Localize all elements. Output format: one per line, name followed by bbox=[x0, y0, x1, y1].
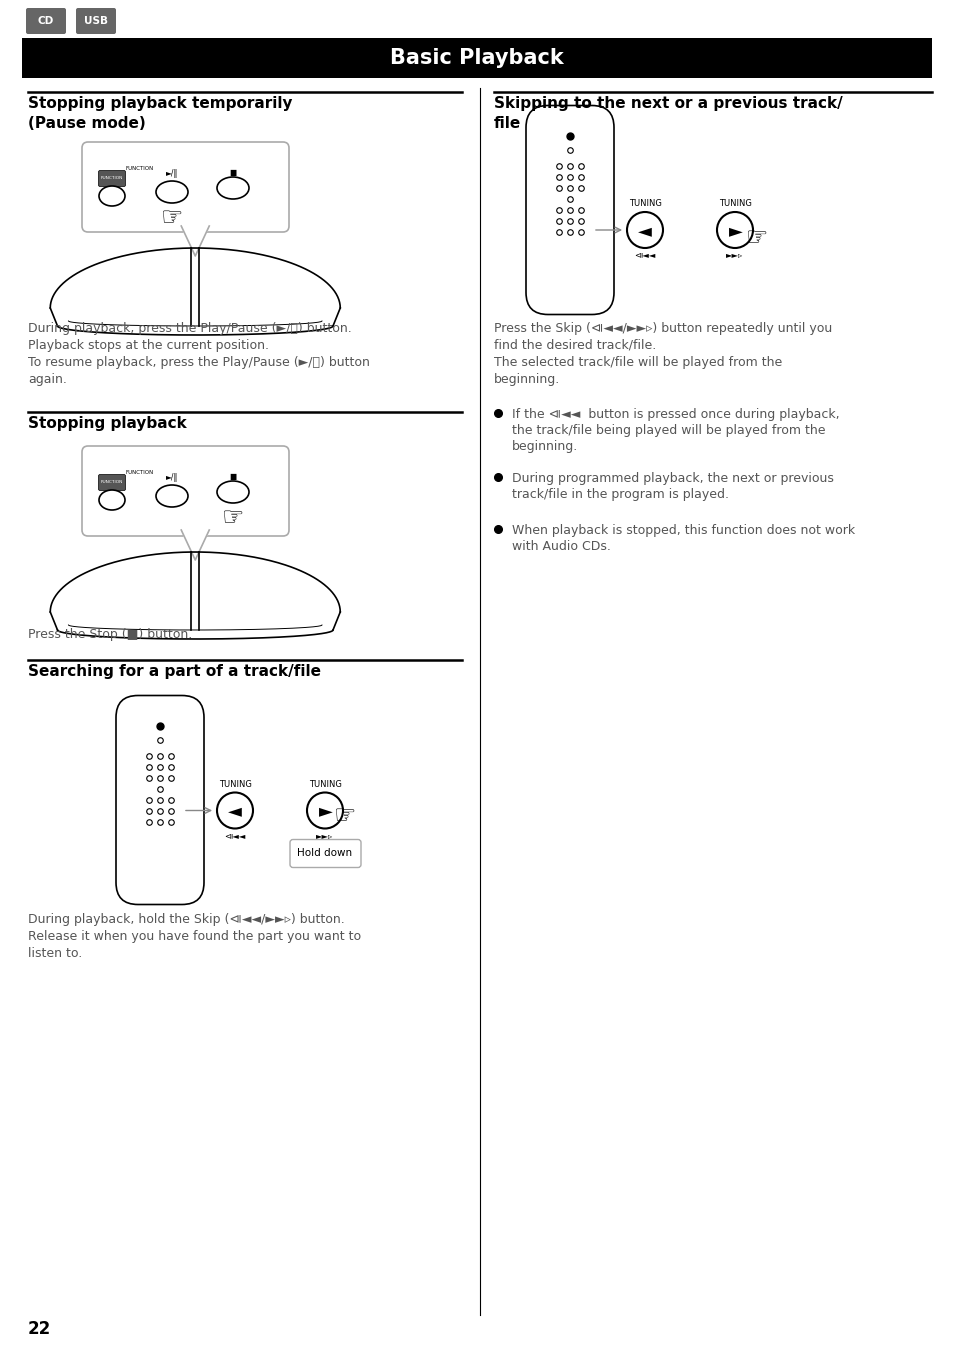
Text: find the desired track/file.: find the desired track/file. bbox=[494, 339, 656, 353]
Text: TUNING: TUNING bbox=[628, 199, 660, 209]
Text: ►/‖: ►/‖ bbox=[166, 473, 178, 483]
FancyBboxPatch shape bbox=[116, 696, 204, 904]
Text: ☞: ☞ bbox=[745, 226, 767, 250]
FancyBboxPatch shape bbox=[82, 446, 289, 536]
Text: ►/‖: ►/‖ bbox=[166, 170, 178, 179]
Text: ◄: ◄ bbox=[228, 803, 242, 820]
Text: To resume playback, press the Play/Pause (►/⏸) button: To resume playback, press the Play/Pause… bbox=[28, 357, 370, 369]
Text: USB: USB bbox=[84, 16, 108, 26]
Text: ☞: ☞ bbox=[161, 206, 183, 231]
Text: FUNCTION: FUNCTION bbox=[126, 469, 154, 475]
Circle shape bbox=[717, 212, 752, 248]
Ellipse shape bbox=[99, 490, 125, 510]
Text: If the ⧏◄◄  button is pressed once during playback,: If the ⧏◄◄ button is pressed once during… bbox=[512, 408, 839, 420]
Circle shape bbox=[626, 212, 662, 248]
Text: TUNING: TUNING bbox=[308, 780, 341, 789]
Text: Searching for a part of a track/file: Searching for a part of a track/file bbox=[28, 664, 320, 679]
Text: with Audio CDs.: with Audio CDs. bbox=[512, 540, 610, 553]
Text: ☞: ☞ bbox=[334, 804, 355, 829]
Text: beginning.: beginning. bbox=[512, 439, 578, 453]
Text: ►►▹: ►►▹ bbox=[316, 831, 334, 839]
Text: When playback is stopped, this function does not work: When playback is stopped, this function … bbox=[512, 523, 854, 537]
Ellipse shape bbox=[216, 178, 249, 199]
Text: FUNCTION: FUNCTION bbox=[126, 165, 154, 171]
Text: ⧏◄◄: ⧏◄◄ bbox=[634, 251, 655, 259]
Text: ■: ■ bbox=[229, 472, 236, 480]
Text: track/file in the program is played.: track/file in the program is played. bbox=[512, 488, 728, 500]
Text: CD: CD bbox=[38, 16, 54, 26]
Text: During programmed playback, the next or previous: During programmed playback, the next or … bbox=[512, 472, 833, 485]
Ellipse shape bbox=[216, 481, 249, 503]
Text: ☞: ☞ bbox=[222, 506, 244, 530]
FancyBboxPatch shape bbox=[82, 142, 289, 232]
Ellipse shape bbox=[156, 180, 188, 203]
Text: 22: 22 bbox=[28, 1319, 51, 1338]
Text: ►: ► bbox=[318, 803, 333, 820]
Circle shape bbox=[307, 792, 343, 829]
Text: ►: ► bbox=[728, 222, 742, 240]
Ellipse shape bbox=[156, 485, 188, 507]
Text: listen to.: listen to. bbox=[28, 946, 82, 960]
FancyBboxPatch shape bbox=[26, 8, 66, 34]
Text: During playback, press the Play/Pause (►/⏸) button.: During playback, press the Play/Pause (►… bbox=[28, 321, 352, 335]
Text: FUNCTION: FUNCTION bbox=[101, 480, 123, 484]
Polygon shape bbox=[181, 226, 209, 256]
FancyBboxPatch shape bbox=[98, 171, 126, 187]
Circle shape bbox=[216, 792, 253, 829]
Ellipse shape bbox=[99, 186, 125, 206]
Text: Stopping playback: Stopping playback bbox=[28, 416, 187, 431]
Text: TUNING: TUNING bbox=[718, 199, 751, 209]
Text: Stopping playback temporarily
(Pause mode): Stopping playback temporarily (Pause mod… bbox=[28, 96, 293, 130]
Text: ◄: ◄ bbox=[638, 222, 651, 240]
FancyBboxPatch shape bbox=[290, 839, 360, 868]
Text: ■: ■ bbox=[229, 168, 236, 176]
Text: FUNCTION: FUNCTION bbox=[101, 176, 123, 180]
FancyBboxPatch shape bbox=[525, 106, 614, 315]
Text: ►►▹: ►►▹ bbox=[725, 251, 742, 259]
Text: Press the Skip (⧏◄◄/►►▹) button repeatedly until you: Press the Skip (⧏◄◄/►►▹) button repeated… bbox=[494, 321, 831, 335]
FancyBboxPatch shape bbox=[76, 8, 116, 34]
Polygon shape bbox=[181, 530, 209, 560]
Text: During playback, hold the Skip (⧏◄◄/►►▹) button.: During playback, hold the Skip (⧏◄◄/►►▹)… bbox=[28, 913, 344, 926]
Text: beginning.: beginning. bbox=[494, 373, 559, 386]
Text: the track/file being played will be played from the: the track/file being played will be play… bbox=[512, 424, 824, 437]
FancyBboxPatch shape bbox=[98, 475, 126, 491]
Text: Hold down: Hold down bbox=[297, 849, 353, 858]
Text: Playback stops at the current position.: Playback stops at the current position. bbox=[28, 339, 269, 353]
Text: Release it when you have found the part you want to: Release it when you have found the part … bbox=[28, 930, 361, 942]
Text: Skipping to the next or a previous track/
file: Skipping to the next or a previous track… bbox=[494, 96, 841, 130]
Text: TUNING: TUNING bbox=[218, 780, 252, 789]
Text: Basic Playback: Basic Playback bbox=[390, 47, 563, 68]
Text: again.: again. bbox=[28, 373, 67, 386]
Bar bbox=[22, 38, 931, 79]
Text: The selected track/file will be played from the: The selected track/file will be played f… bbox=[494, 357, 781, 369]
Text: Press the Stop (■) button.: Press the Stop (■) button. bbox=[28, 628, 193, 641]
Text: ⧏◄◄: ⧏◄◄ bbox=[224, 831, 246, 839]
